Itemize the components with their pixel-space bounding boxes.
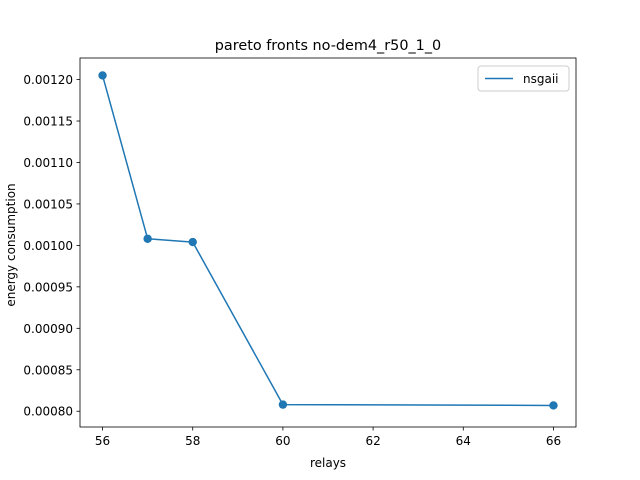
- y-tick-label: 0.00105: [23, 197, 73, 211]
- x-axis-label: relays: [310, 456, 346, 470]
- data-point: [143, 234, 152, 243]
- data-point: [549, 401, 558, 410]
- x-tick-label: 64: [456, 434, 471, 448]
- legend-label: nsgaii: [523, 72, 559, 86]
- x-tick-label: 62: [365, 434, 380, 448]
- axes: 56 58 60 62 64 66 0.00080 0.00085 0.00090 0.00095…: [23, 57, 577, 448]
- plot-area: [98, 71, 558, 410]
- y-tick-label: 0.00115: [23, 115, 73, 129]
- data-point: [278, 400, 288, 409]
- y-tick-label: 0.00085: [23, 363, 73, 377]
- legend: nsgaii: [477, 65, 570, 92]
- x-tick-label: 58: [185, 434, 200, 448]
- x-tick-label: 60: [275, 434, 290, 448]
- y-axis-label: energy consumption: [4, 183, 18, 306]
- x-tick-label: 56: [95, 434, 110, 448]
- data-point: [188, 237, 197, 247]
- y-tick-label: 0.00110: [23, 156, 73, 170]
- y-tick-label: 0.00095: [23, 280, 73, 294]
- y-tick-label: 0.00100: [23, 239, 73, 253]
- y-tick-label: 0.00090: [23, 322, 73, 336]
- y-tick-label: 0.00080: [23, 405, 73, 419]
- y-tick-label: 0.00120: [23, 73, 73, 87]
- x-tick-label: 66: [546, 434, 561, 448]
- chart-title: pareto fronts no-dem4_r50_1_0: [215, 38, 441, 54]
- data-point: [98, 71, 107, 80]
- legend-box: [477, 65, 570, 92]
- axes-frame: [79, 57, 577, 428]
